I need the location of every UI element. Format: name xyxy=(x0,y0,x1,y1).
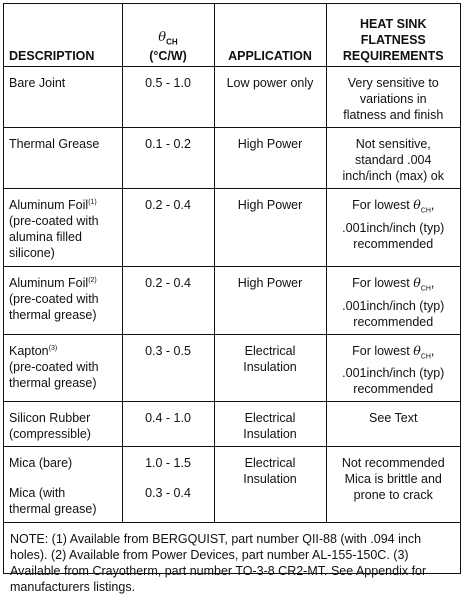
row-theta: 0.3 - 0.5 xyxy=(122,334,215,402)
thermal-interface-table: DESCRIPTION θCH (°C/W) APPLICATION HEAT … xyxy=(4,4,460,523)
table-row: Mica (bare) Mica (with thermal grease) 1.… xyxy=(4,446,460,523)
row-description: Mica (bare) Mica (with thermal grease) xyxy=(4,446,123,523)
table-note: NOTE: (1) Available from BERGQUIST, part… xyxy=(10,532,427,594)
row-theta: 0.5 - 1.0 xyxy=(122,66,215,128)
row-description: Bare Joint xyxy=(4,66,123,128)
row-flatness: For lowest θCH, .001inch/inch (typ) recom… xyxy=(342,342,445,397)
row-theta: 0.1 - 0.2 xyxy=(122,127,215,189)
row-application: Low power only xyxy=(214,66,327,128)
row-application: Electrical Insulation xyxy=(214,401,327,447)
row-description: Kapton(3) (pre-coated with thermal grease… xyxy=(4,334,123,402)
table-row: Aluminum Foil(1) (pre-coated with alumina… xyxy=(4,188,460,267)
row-theta: 0.2 - 0.4 xyxy=(122,266,215,334)
theta-unit: (°C/W) xyxy=(149,49,187,63)
row-application: High Power xyxy=(214,188,327,267)
thermal-interface-table-frame: DESCRIPTION θCH (°C/W) APPLICATION HEAT … xyxy=(3,3,461,594)
theta-subscript: CH xyxy=(166,37,178,46)
row-flatness: Not sensitive, standard .004 inch/inch (ma… xyxy=(342,137,444,183)
header-description: DESCRIPTION xyxy=(4,4,123,67)
row-theta: 0.4 - 1.0 xyxy=(122,401,215,447)
row-application: High Power xyxy=(214,266,327,334)
row-description: Silicon Rubber (compressible) xyxy=(4,401,123,447)
header-flatness-line3: REQUIREMENTS xyxy=(342,49,444,63)
row-application: Electrical Insulation xyxy=(214,446,327,523)
row-flatness: See Text xyxy=(369,411,418,425)
table-row: Bare Joint 0.5 - 1.0 Low power only Very… xyxy=(4,66,460,128)
row-description: Thermal Grease xyxy=(4,127,123,189)
row-description: Aluminum Foil(2) (pre-coated with thermal… xyxy=(4,266,123,334)
row-flatness: Not recommended Mica is brittle and prone … xyxy=(341,456,445,502)
header-flatness-line1: HEAT SINK xyxy=(360,17,427,31)
table-row: Aluminum Foil(2) (pre-coated with thermal… xyxy=(4,266,460,334)
table-row: Thermal Grease 0.1 - 0.2 High Power Not … xyxy=(4,127,460,189)
header-application: APPLICATION xyxy=(214,4,327,67)
theta-symbol: θ xyxy=(158,29,167,45)
row-application: High Power xyxy=(214,127,327,189)
header-row: DESCRIPTION θCH (°C/W) APPLICATION HEAT … xyxy=(4,4,460,67)
header-flatness-line2: FLATNESS xyxy=(360,33,426,47)
row-flatness: For lowest θCH, .001inch/inch (typ) recom… xyxy=(342,197,445,251)
row-theta: 1.0 - 1.5 0.3 - 0.4 xyxy=(122,446,215,523)
table-row: Kapton(3) (pre-coated with thermal grease… xyxy=(4,334,460,402)
row-theta: 0.2 - 0.4 xyxy=(122,188,215,267)
row-description: Aluminum Foil(1) (pre-coated with alumina… xyxy=(4,188,123,267)
row-flatness: For lowest θCH, .001inch/inch (typ) recom… xyxy=(342,275,445,329)
header-theta: θCH (°C/W) xyxy=(122,4,215,67)
row-flatness: Very sensitive to variations in flatness a… xyxy=(343,76,444,122)
row-application: Electrical Insulation xyxy=(214,334,327,402)
header-flatness: HEAT SINK FLATNESS REQUIREMENTS xyxy=(326,4,460,67)
table-row: Silicon Rubber (compressible) 0.4 - 1.0 E… xyxy=(4,401,460,447)
